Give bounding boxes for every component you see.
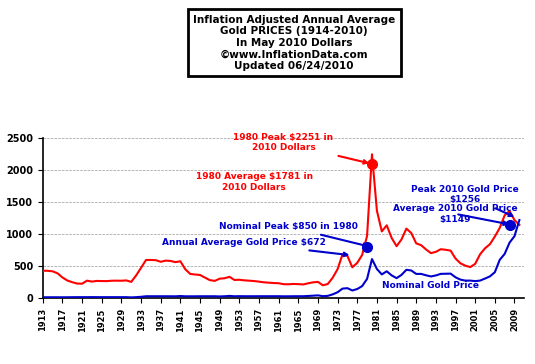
Text: Nominal Peak $850 in 1980: Nominal Peak $850 in 1980 bbox=[219, 222, 367, 247]
Text: Annual Average Gold Price $672: Annual Average Gold Price $672 bbox=[162, 238, 347, 256]
Text: Nominal Gold Price: Nominal Gold Price bbox=[383, 281, 479, 290]
Text: 1980 Average $1781 in
2010 Dollars: 1980 Average $1781 in 2010 Dollars bbox=[195, 172, 312, 191]
Text: Peak 2010 Gold Price
$1256: Peak 2010 Gold Price $1256 bbox=[411, 185, 519, 216]
Text: Average 2010 Gold Price
$1149: Average 2010 Gold Price $1149 bbox=[393, 204, 518, 225]
Text: 1980 Peak $2251 in
2010 Dollars: 1980 Peak $2251 in 2010 Dollars bbox=[233, 133, 367, 164]
Text: Inflation Adjusted Annual Average
Gold PRICES (1914-2010)
In May 2010 Dollars
©w: Inflation Adjusted Annual Average Gold P… bbox=[193, 15, 395, 71]
